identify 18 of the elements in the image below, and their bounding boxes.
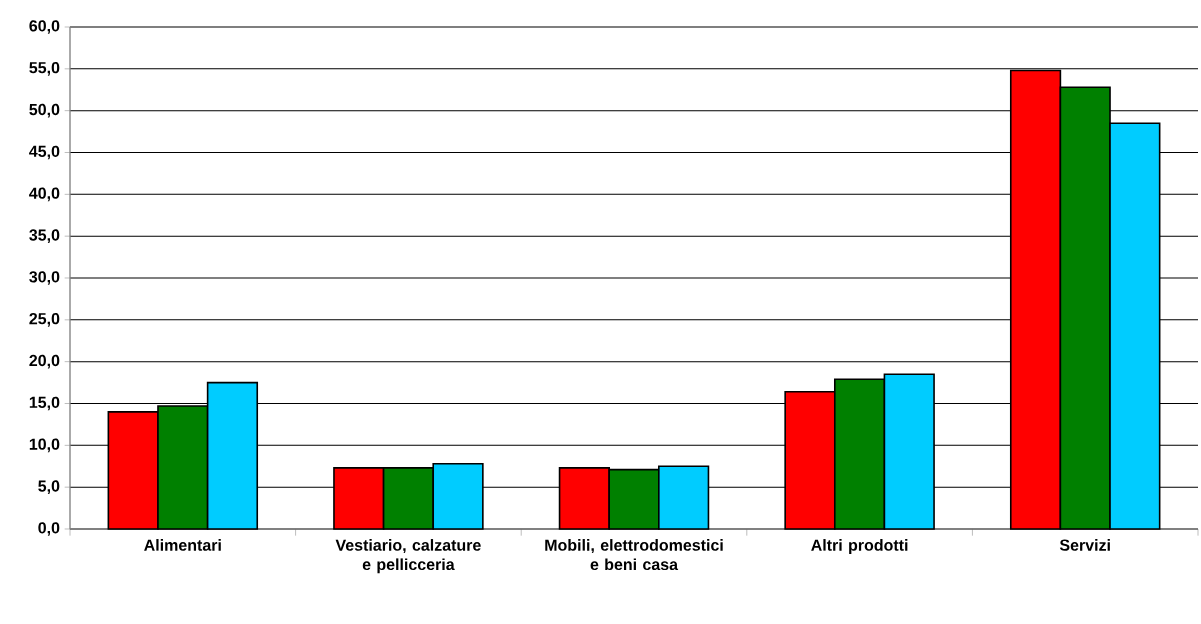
y-tick-label: 45,0: [29, 145, 60, 160]
y-tick-label: 40,0: [29, 187, 60, 202]
x-tick-label: Mobili, elettrodomestici e beni casa: [545, 539, 723, 571]
y-tick-label: 25,0: [29, 313, 60, 327]
y-tick-label: 50,0: [29, 103, 60, 118]
y-tick-label: 5,0: [38, 480, 60, 494]
y-tick-label: 0,0: [38, 522, 60, 536]
y-tick-label: 20,0: [29, 354, 60, 369]
x-tick-label: Vestiario, calzature e pellicceria: [335, 539, 481, 574]
x-tick-label: Altri prodotti: [811, 539, 908, 554]
x-tick-label: Servizi: [1059, 539, 1110, 551]
y-tick-label: 30,0: [29, 271, 60, 285]
y-tick-label: 35,0: [29, 229, 60, 243]
y-tick-label: 60,0: [29, 20, 60, 34]
y-tick-label: 15,0: [29, 396, 60, 411]
x-tick-label: Alimentari: [144, 539, 221, 551]
y-tick-label: 10,0: [29, 438, 60, 453]
y-tick-label: 55,0: [29, 62, 60, 76]
